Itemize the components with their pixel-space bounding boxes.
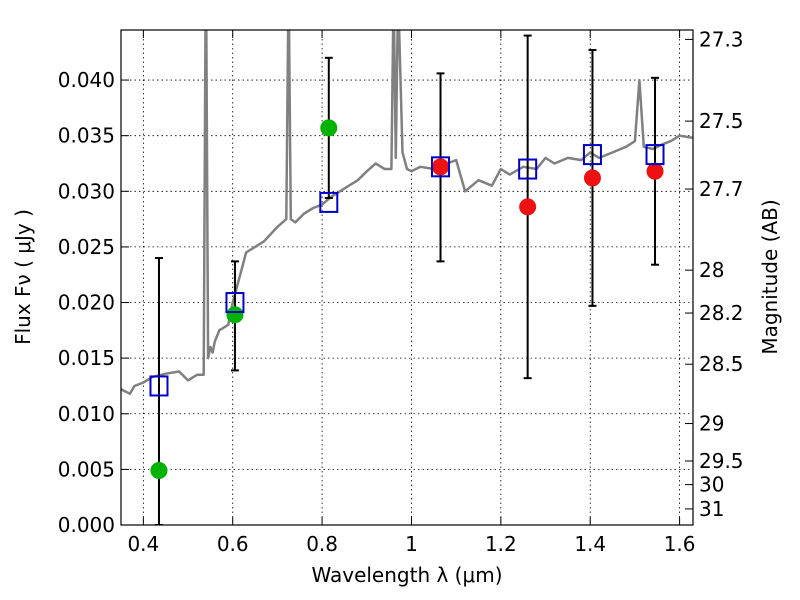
y-axis: 0.000 0.005 0.010 0.015 0.020 0.025 0.030 0.035… <box>58 68 129 537</box>
green-points-point <box>150 461 168 479</box>
y2-tick-label: 28 <box>699 258 724 282</box>
model-spectrum-line <box>121 30 693 395</box>
y2-tick-label: 27.3 <box>699 27 744 51</box>
x-axis-title: Wavelength λ (μm) <box>311 563 502 587</box>
x-tick-label: 0.4 <box>127 532 159 556</box>
model-photometry-square <box>645 144 665 166</box>
model-photometry-square <box>431 156 451 178</box>
y2-tick-label: 28.2 <box>699 301 744 325</box>
model-photometry-square <box>319 191 339 213</box>
red-points-point <box>583 169 601 187</box>
y-tick-label: 0.015 <box>58 346 115 370</box>
x-tick-label: 1.4 <box>574 532 606 556</box>
red-points-point <box>432 158 450 176</box>
model-photometry-square <box>225 292 245 314</box>
y-tick-label: 0.010 <box>58 402 115 426</box>
y2-tick-label: 28.5 <box>699 352 744 376</box>
plot-frame <box>120 29 694 526</box>
y-tick-label: 0.040 <box>58 68 115 92</box>
red-points-point <box>646 162 664 180</box>
y-axis-title: Flux Fν ( μJy ) <box>11 209 35 345</box>
y2-tick-label: 27.7 <box>699 177 744 201</box>
x-axis: 0.4 0.6 0.8 1 1.2 1.4 1.6 <box>127 30 696 556</box>
x-tick-label: 1.6 <box>664 532 696 556</box>
model-photometry-square <box>582 144 602 166</box>
x-tick-label: 0.8 <box>306 532 338 556</box>
x-tick-label: 1.2 <box>485 532 517 556</box>
x-tick-label: 1 <box>405 532 418 556</box>
y-tick-label: 0.005 <box>58 457 115 481</box>
y-tick-label: 0.035 <box>58 124 115 148</box>
red-points-point <box>519 198 537 216</box>
y-tick-label: 0.020 <box>58 291 115 315</box>
y-tick-label: 0.030 <box>58 179 115 203</box>
y2-axis-title: Magnitude (AB) <box>758 199 782 354</box>
y2-tick-label: 31 <box>699 497 724 521</box>
y-tick-label: 0.000 <box>58 513 115 537</box>
y2-tick-label: 29.5 <box>699 449 744 473</box>
y2-tick-label: 27.5 <box>699 109 744 133</box>
plot-area <box>121 30 693 525</box>
green-points-point <box>320 119 338 137</box>
grid <box>121 30 693 526</box>
model-photometry-square <box>149 375 169 397</box>
y2-tick-label: 29 <box>699 412 724 436</box>
x-tick-label: 0.6 <box>217 532 249 556</box>
green-points-point <box>226 306 244 324</box>
model-photometry-square <box>518 158 538 180</box>
y2-tick-label: 30 <box>699 473 724 497</box>
y-tick-label: 0.025 <box>58 235 115 259</box>
